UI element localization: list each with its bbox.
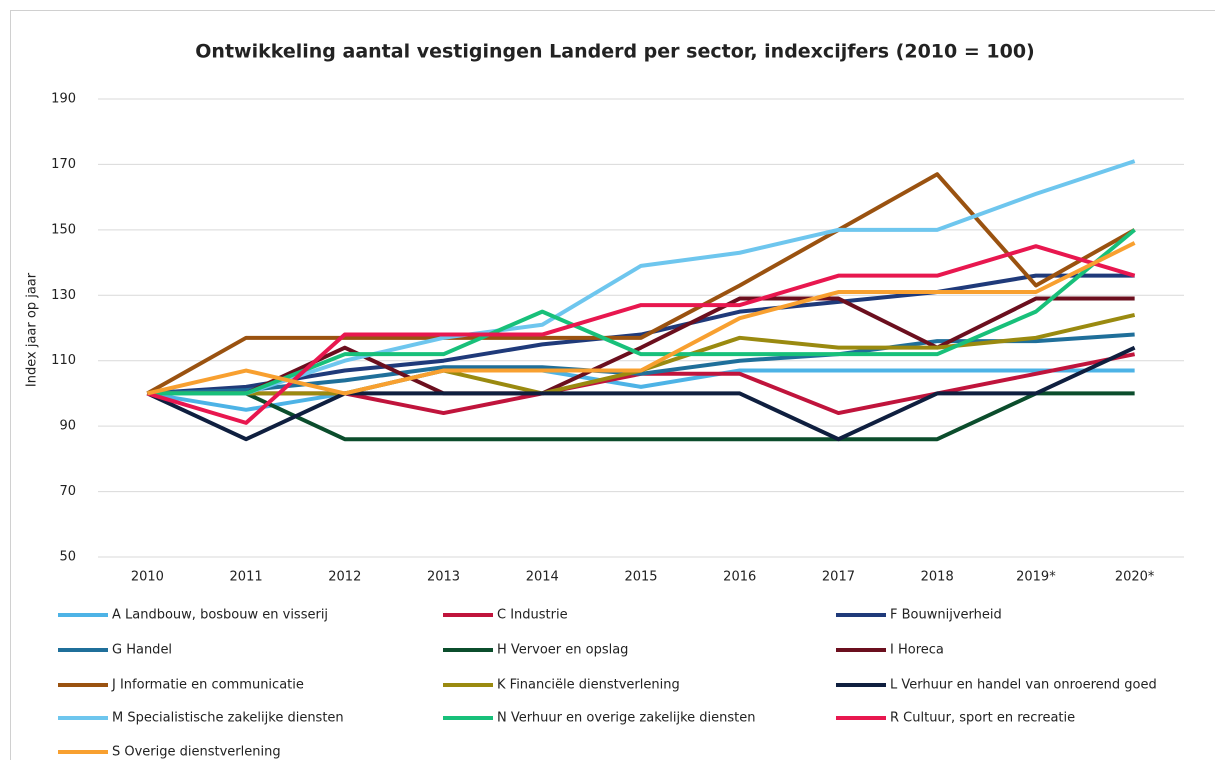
y-tick-label: 190 (51, 92, 76, 107)
series-line (146, 172, 1136, 396)
legend-label: L Verhuur en handel van onroerend goed (890, 678, 1157, 693)
legend-label: K Financiële dienstverlening (497, 678, 680, 693)
legend-label: G Handel (112, 643, 172, 658)
legend-label: N Verhuur en overige zakelijke diensten (497, 711, 756, 726)
y-axis-label: Index jaar op jaar (25, 272, 40, 387)
x-tick-label: 2011 (230, 570, 263, 585)
x-tick-label: 2013 (427, 570, 460, 585)
y-tick-label: 150 (51, 222, 76, 237)
series-line (146, 241, 1136, 396)
x-tick-label: 2017 (822, 570, 855, 585)
legend-label: A Landbouw, bosbouw en visserij (112, 608, 328, 623)
y-tick-label: 130 (51, 288, 76, 303)
legend-label: I Horeca (890, 643, 944, 658)
series-line (147, 159, 1136, 396)
series-line (147, 368, 1135, 412)
series-line (147, 228, 1136, 396)
x-tick-label: 2018 (921, 570, 954, 585)
legend-label: H Vervoer en opslag (497, 643, 628, 658)
legend-label: R Cultuur, sport en recreatie (890, 711, 1075, 726)
legend-label: F Bouwnijverheid (890, 608, 1002, 623)
x-tick-label: 2014 (526, 570, 559, 585)
x-tick-label: 2010 (131, 570, 164, 585)
series-line (147, 391, 1135, 442)
x-tick-label: 2015 (624, 570, 657, 585)
legend-label: J Informatie en communicatie (111, 678, 304, 693)
y-tick-label: 90 (59, 419, 76, 434)
series-line (146, 345, 1136, 442)
legend-label: C Industrie (497, 608, 568, 623)
series-line (147, 273, 1135, 396)
x-tick-label: 2016 (723, 570, 756, 585)
y-tick-label: 110 (51, 353, 76, 368)
chart-title: Ontwikkeling aantal vestigingen Landerd … (195, 41, 1034, 63)
x-tick-label: 2019* (1016, 570, 1056, 585)
legend-label: S Overige dienstverlening (112, 745, 281, 760)
legend-label: M Specialistische zakelijke diensten (112, 711, 344, 726)
x-tick-label: 2012 (328, 570, 361, 585)
y-tick-label: 50 (59, 550, 76, 565)
y-tick-label: 170 (51, 157, 76, 172)
x-tick-label: 2020* (1115, 570, 1155, 585)
chart-border (10, 10, 1215, 760)
series-line (146, 244, 1136, 425)
y-tick-label: 70 (59, 484, 76, 499)
